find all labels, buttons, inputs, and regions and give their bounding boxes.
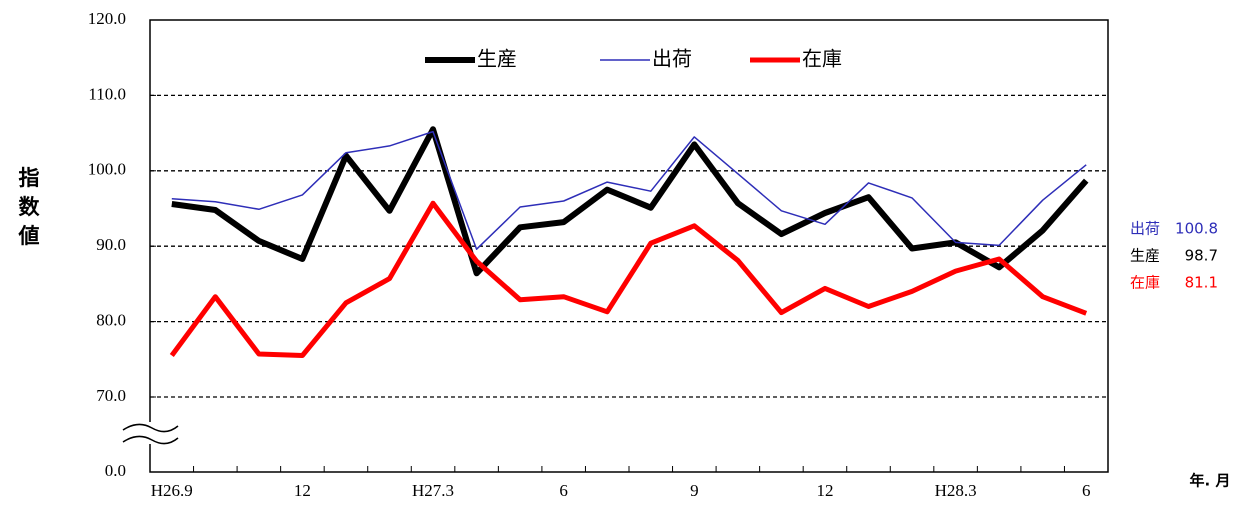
y-tick-label: 120.0: [88, 9, 126, 28]
y-tick-label: 90.0: [96, 235, 126, 254]
x-tick-label: H27.3: [412, 481, 454, 500]
series-line: [171, 126, 1089, 277]
axis-break: [120, 422, 180, 445]
end-label-name: 出荷: [1130, 220, 1160, 238]
legend-label: 出荷: [652, 47, 692, 71]
x-tick-label: 12: [294, 481, 311, 500]
legend-label: 生産: [477, 47, 517, 71]
end-label-value: 81.1: [1185, 274, 1218, 292]
y-tick-label: 0.0: [105, 461, 126, 480]
x-axis-label: 年. 月: [1190, 472, 1231, 490]
y-axis-label: 指数値: [16, 167, 41, 254]
x-tick-label: 9: [690, 481, 699, 500]
end-label-name: 生産: [1130, 247, 1160, 265]
x-tick-label: 6: [559, 481, 568, 500]
end-label-value: 100.8: [1175, 220, 1218, 238]
end-label-name: 在庫: [1130, 274, 1160, 292]
x-tick-label: 12: [816, 481, 833, 500]
y-tick-label: 80.0: [96, 311, 126, 330]
x-tick-label: H28.3: [935, 481, 977, 500]
series-line: [171, 130, 1087, 250]
y-tick-label: 110.0: [88, 84, 126, 103]
x-tick-label: H26.9: [151, 481, 193, 500]
y-tick-label: 100.0: [88, 160, 126, 179]
end-label-value: 98.7: [1185, 247, 1218, 265]
series-line: [169, 200, 1088, 358]
legend-label: 在庫: [802, 47, 842, 71]
x-tick-label: 6: [1082, 481, 1091, 500]
y-tick-label: 70.0: [96, 386, 126, 405]
